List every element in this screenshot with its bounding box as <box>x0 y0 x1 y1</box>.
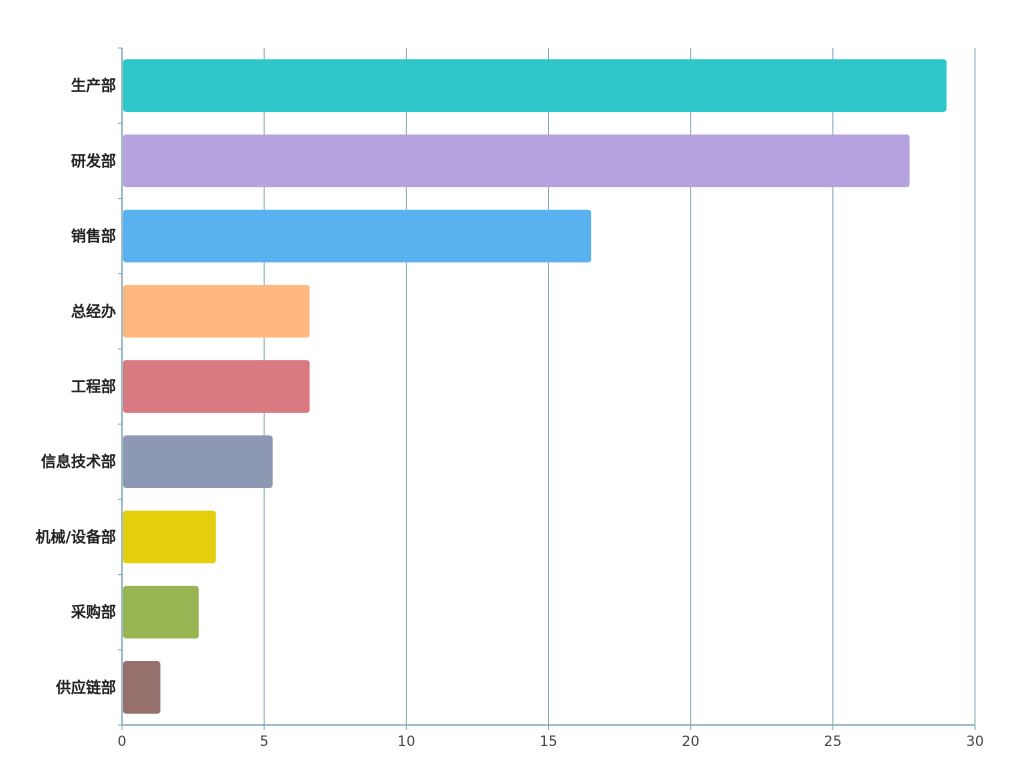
x-tick-label: 5 <box>260 734 269 750</box>
category-label: 工程部 <box>71 378 116 396</box>
category-label: 供应链部 <box>55 678 116 696</box>
bar <box>123 435 273 489</box>
category-label: 生产部 <box>71 77 116 95</box>
bar <box>123 360 310 413</box>
axes <box>118 47 976 730</box>
x-tick-label: 10 <box>397 734 415 750</box>
bars <box>123 59 947 714</box>
category-label: 机械/设备部 <box>36 528 116 546</box>
labels: 0 5 10 15 20 25 30 生产部研发部销售部总经办工程部信息技术部机械/设备部采购… <box>36 77 984 750</box>
x-tick-label: 15 <box>540 734 558 750</box>
bar <box>123 284 310 338</box>
x-tick-label: 25 <box>824 734 842 750</box>
category-label: 研发部 <box>71 152 116 170</box>
category-label: 采购部 <box>70 603 116 621</box>
bar <box>123 661 161 714</box>
x-tick-label: 30 <box>966 734 984 750</box>
bar <box>123 585 199 639</box>
bar <box>123 209 592 263</box>
x-tick-label: 20 <box>682 734 700 750</box>
category-label: 信息技术部 <box>41 453 116 471</box>
bar <box>123 59 947 112</box>
x-tick-label: 0 <box>118 734 127 750</box>
category-label: 总经办 <box>71 302 116 320</box>
bar <box>123 134 910 188</box>
category-label: 销售部 <box>71 227 116 245</box>
bar <box>123 510 216 564</box>
